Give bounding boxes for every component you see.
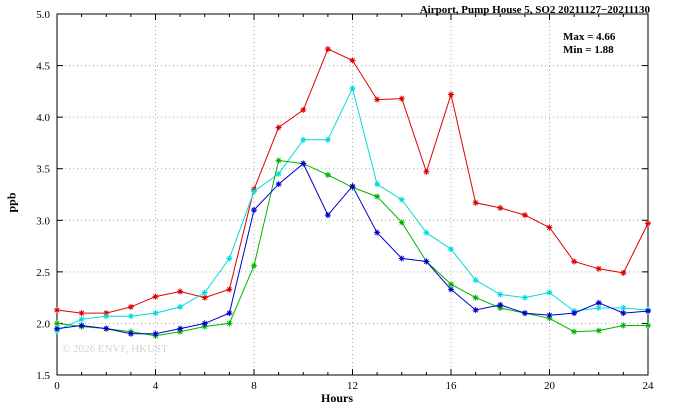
tick-labels: 1.5 2.0 2.5 3.0 3.5 4.0 4.5 5.0 0 4 8 12 16 20 24 — [36, 9, 654, 392]
series-blue — [54, 160, 651, 337]
x-axis-label: Hours — [320, 391, 353, 405]
svg-text:4: 4 — [153, 380, 159, 392]
svg-text:4.5: 4.5 — [36, 61, 50, 73]
svg-text:2.5: 2.5 — [36, 267, 50, 279]
svg-text:3.0: 3.0 — [36, 215, 50, 227]
svg-text:24: 24 — [643, 380, 655, 392]
min-value-label: Min = 1.88 — [563, 44, 614, 56]
svg-text:5.0: 5.0 — [36, 9, 50, 21]
svg-text:20: 20 — [544, 380, 556, 392]
gridlines — [57, 14, 648, 375]
svg-text:1.5: 1.5 — [36, 370, 50, 382]
svg-text:8: 8 — [251, 380, 257, 392]
max-value-label: Max = 4.66 — [563, 31, 616, 43]
chart-title: Airport, Pump House 5, SO2 20211127−2021… — [419, 4, 650, 16]
y-axis-label: ppb — [4, 192, 19, 213]
svg-text:2.0: 2.0 — [36, 318, 50, 330]
axis-ticks — [56, 13, 649, 376]
svg-text:0: 0 — [54, 380, 60, 392]
svg-text:12: 12 — [347, 380, 358, 392]
max-min-annotation: Max = 4.66 Min = 1.88 — [563, 31, 615, 57]
watermark: © 2026 ENVF, HKUST — [62, 343, 168, 355]
svg-text:16: 16 — [446, 380, 458, 392]
svg-text:4.0: 4.0 — [36, 112, 50, 124]
series-blue-markers — [54, 160, 651, 337]
svg-text:3.5: 3.5 — [36, 164, 50, 176]
